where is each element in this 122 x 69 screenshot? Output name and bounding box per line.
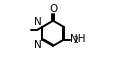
- Text: 2: 2: [74, 36, 79, 45]
- Text: NH: NH: [70, 34, 85, 44]
- Text: N: N: [34, 40, 42, 50]
- Text: N: N: [34, 17, 42, 27]
- Text: O: O: [49, 4, 57, 14]
